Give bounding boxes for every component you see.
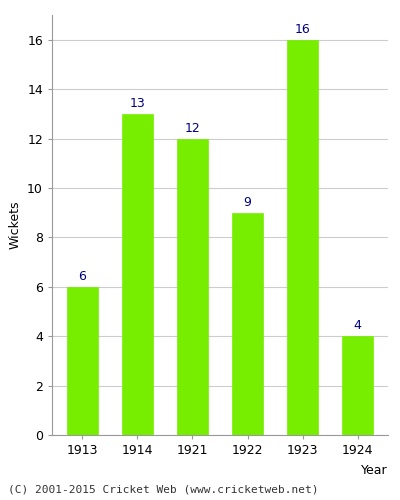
Text: (C) 2001-2015 Cricket Web (www.cricketweb.net): (C) 2001-2015 Cricket Web (www.cricketwe… bbox=[8, 485, 318, 495]
Text: Year: Year bbox=[361, 464, 388, 477]
Bar bbox=[122, 114, 152, 435]
Text: 16: 16 bbox=[295, 23, 310, 36]
Bar bbox=[342, 336, 373, 435]
Bar bbox=[177, 138, 208, 435]
Text: 12: 12 bbox=[185, 122, 200, 135]
Y-axis label: Wickets: Wickets bbox=[8, 200, 22, 249]
Text: 4: 4 bbox=[354, 320, 362, 332]
Text: 9: 9 bbox=[244, 196, 252, 209]
Bar bbox=[288, 40, 318, 435]
Text: 6: 6 bbox=[78, 270, 86, 283]
Bar bbox=[67, 287, 98, 435]
Bar bbox=[232, 212, 263, 435]
Text: 13: 13 bbox=[130, 97, 145, 110]
